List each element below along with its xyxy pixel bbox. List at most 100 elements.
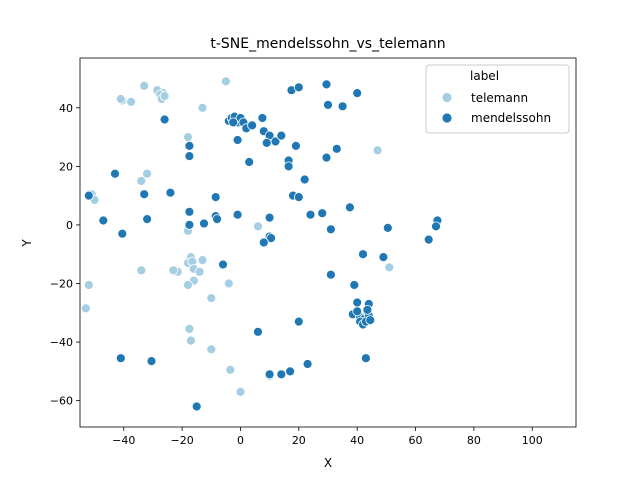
data-point-mendelssohn [232, 135, 243, 145]
data-point-mendelssohn [293, 82, 304, 93]
x-tick-label: 100 [522, 434, 543, 447]
data-point-mendelssohn [325, 269, 336, 280]
legend-frame [425, 64, 570, 134]
data-point-mendelssohn [139, 189, 150, 200]
data-point-mendelssohn [365, 315, 376, 326]
y-tick-label: −40 [50, 336, 73, 349]
data-point-mendelssohn [302, 359, 313, 369]
data-point-telemann [384, 262, 395, 273]
data-point-mendelssohn [344, 202, 355, 213]
data-point-mendelssohn [253, 326, 263, 337]
legend-marker-mendelssohn [441, 112, 453, 124]
data-point-mendelssohn [276, 369, 287, 380]
data-point-mendelssohn [362, 304, 373, 315]
data-point-mendelssohn [146, 356, 157, 367]
data-point-mendelssohn [228, 117, 239, 128]
data-point-telemann [159, 91, 170, 101]
data-point-mendelssohn [305, 209, 316, 220]
data-point-mendelssohn [264, 369, 275, 380]
legend-marker-telemann [441, 92, 453, 103]
data-point-telemann [194, 266, 205, 277]
data-point-telemann [142, 168, 153, 179]
data-point-mendelssohn [293, 192, 304, 203]
data-point-telemann [225, 364, 236, 375]
data-point-mendelssohn [321, 79, 332, 90]
data-point-telemann [235, 386, 246, 397]
data-point-mendelssohn [159, 114, 170, 125]
data-point-mendelssohn [423, 234, 434, 245]
data-point-mendelssohn [232, 209, 243, 220]
data-point-mendelssohn [331, 143, 342, 154]
data-point-telemann [185, 335, 196, 346]
data-point-mendelssohn [352, 297, 363, 308]
legend-label-mendelssohn: mendelssohn [471, 111, 551, 125]
x-tick-label: −40 [112, 434, 135, 447]
data-point-telemann [139, 80, 150, 91]
plot-frame [79, 57, 577, 428]
x-tick-label: 0 [237, 434, 244, 447]
data-point-telemann [206, 293, 217, 304]
data-point-telemann [80, 303, 91, 314]
y-tick-label: −60 [50, 395, 73, 408]
data-point-telemann [206, 344, 217, 355]
data-point-mendelssohn [352, 88, 363, 98]
data-point-mendelssohn [184, 206, 195, 217]
data-point-mendelssohn [184, 151, 195, 162]
data-point-mendelssohn [264, 212, 275, 223]
data-point-mendelssohn [290, 140, 301, 151]
data-point-mendelssohn [293, 316, 304, 327]
data-point-mendelssohn [266, 233, 277, 244]
data-point-telemann [115, 94, 126, 104]
data-point-telemann [220, 76, 231, 87]
data-point-mendelssohn [325, 224, 336, 235]
data-point-telemann [197, 255, 208, 266]
data-point-mendelssohn [199, 218, 209, 229]
data-point-mendelssohn [98, 215, 109, 226]
data-point-mendelssohn [117, 228, 128, 239]
legend-label-telemann: telemann [471, 91, 528, 105]
chart-title: t-SNE_mendelssohn_vs_telemann [210, 36, 445, 52]
data-point-mendelssohn [165, 187, 176, 198]
data-point-mendelssohn [431, 221, 441, 232]
y-axis-ticks: −60 −40 −20 0 20 40 [50, 102, 80, 408]
data-point-mendelssohn [276, 130, 287, 141]
data-point-telemann [253, 221, 263, 232]
data-point-mendelssohn [257, 113, 268, 123]
data-point-mendelssohn [184, 140, 195, 151]
data-point-mendelssohn [285, 366, 296, 377]
x-tick-label: 60 [409, 434, 423, 447]
data-point-mendelssohn [317, 208, 328, 219]
data-point-mendelssohn [210, 192, 221, 203]
data-point-mendelssohn [218, 259, 228, 270]
data-point-mendelssohn [360, 353, 371, 364]
data-point-mendelssohn [115, 353, 126, 364]
data-point-telemann [168, 265, 179, 276]
x-axis-ticks: −40 −20 0 20 40 60 80 100 [112, 427, 543, 447]
x-tick-label: 20 [292, 434, 306, 447]
legend-title: label [470, 69, 499, 83]
x-tick-label: 40 [350, 434, 364, 447]
x-tick-label: 80 [467, 434, 481, 447]
data-point-mendelssohn [212, 214, 223, 225]
data-point-telemann [83, 280, 94, 290]
points-layer [80, 76, 443, 412]
data-point-mendelssohn [83, 190, 94, 201]
data-point-mendelssohn [349, 280, 360, 290]
data-point-mendelssohn [247, 120, 258, 131]
data-point-mendelssohn [382, 222, 393, 233]
y-tick-label: 20 [59, 160, 73, 173]
x-axis-label: X [324, 456, 332, 470]
data-point-telemann [183, 132, 193, 143]
y-tick-label: −20 [50, 278, 73, 291]
data-point-mendelssohn [337, 101, 348, 112]
data-point-telemann [136, 176, 147, 186]
data-point-mendelssohn [358, 249, 368, 260]
data-point-mendelssohn [352, 306, 363, 317]
y-tick-label: 40 [59, 102, 73, 115]
legend: label telemann mendelssohn [425, 64, 570, 134]
data-point-mendelssohn [321, 152, 332, 163]
data-point-mendelssohn [378, 252, 389, 263]
data-point-mendelssohn [142, 214, 153, 225]
data-point-mendelssohn [258, 237, 269, 248]
